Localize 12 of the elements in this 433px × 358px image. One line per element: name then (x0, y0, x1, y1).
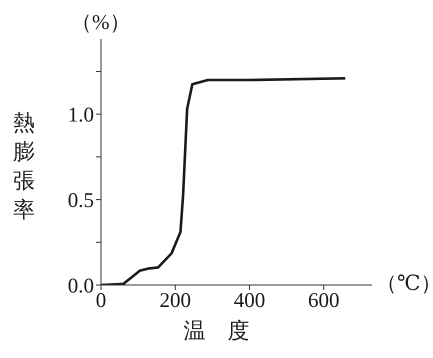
y-tick-label: 0.0 (68, 273, 94, 298)
x-tick-label: 600 (308, 288, 340, 312)
y-axis-title: 熱膨張率 (12, 109, 36, 224)
x-axis-title: 温 度 (182, 317, 250, 345)
x-tick-label: 400 (234, 288, 266, 312)
line-series (101, 76, 347, 285)
text: （℃） (376, 270, 433, 297)
text: （%） (71, 9, 130, 36)
x-tick-label: 0 (96, 288, 106, 312)
y-tick-label: 0.5 (68, 188, 94, 212)
x-tick-label: 200 (159, 288, 191, 312)
y-tick-label: 1.0 (68, 102, 94, 127)
